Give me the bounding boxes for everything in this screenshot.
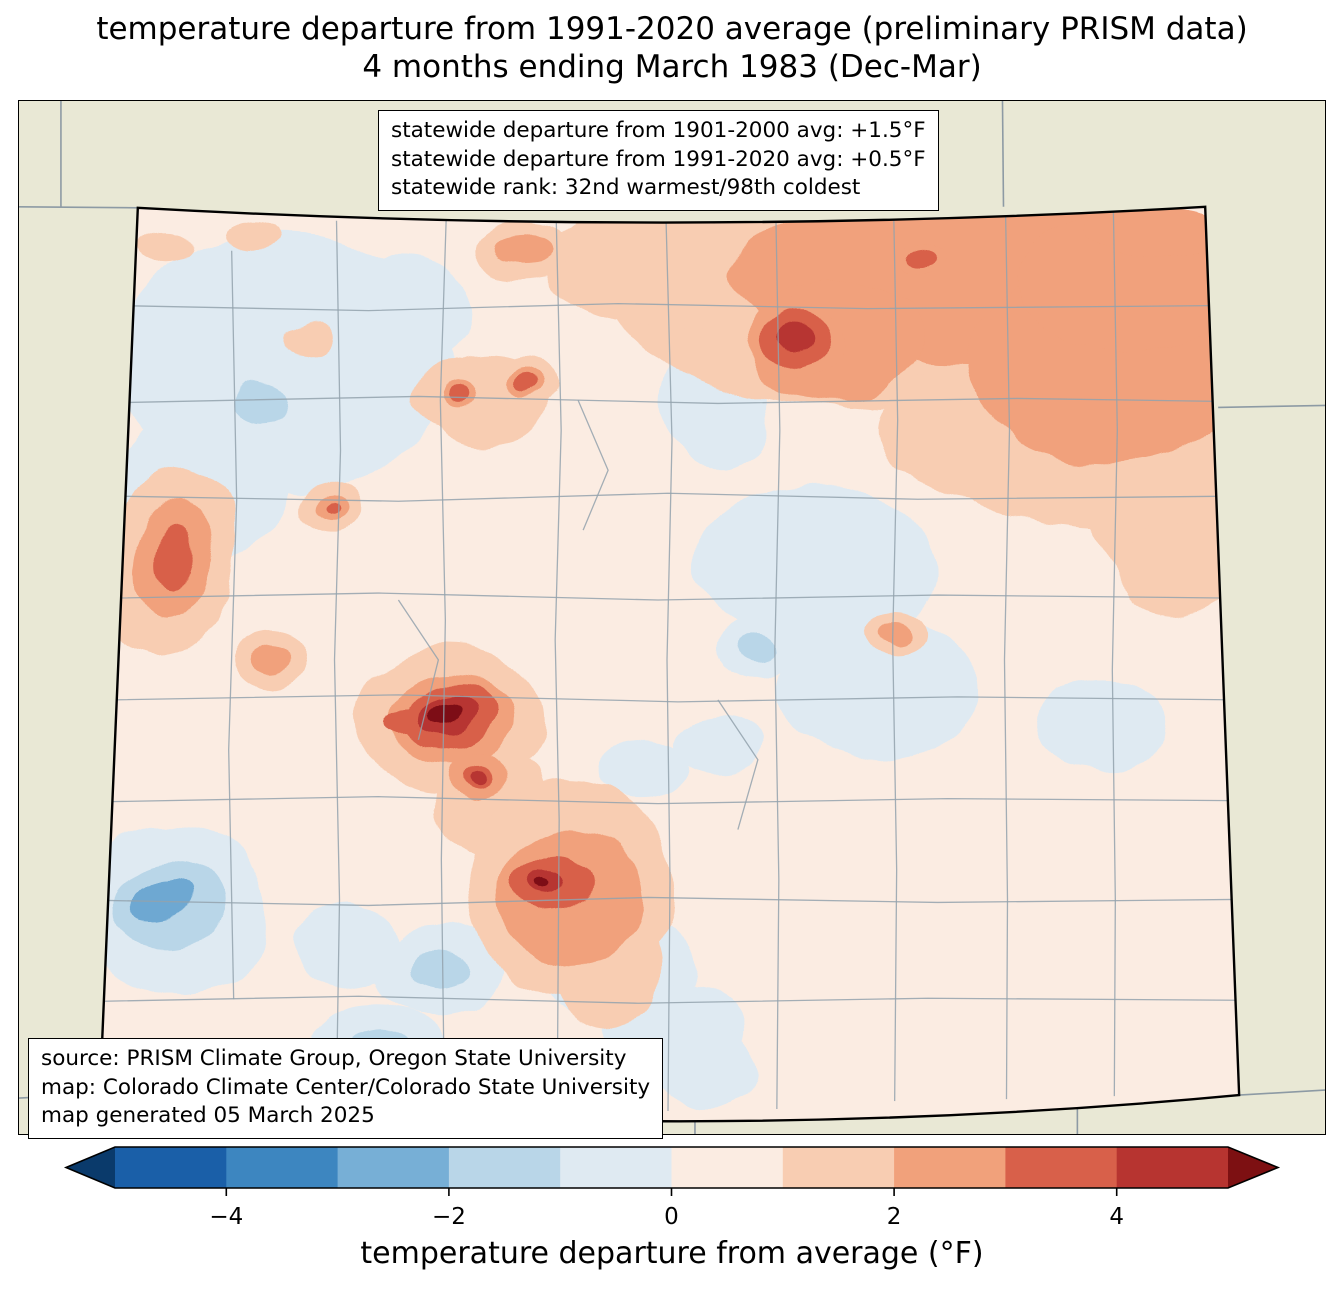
map-axes xyxy=(18,100,1326,1135)
state-interior xyxy=(99,206,1240,1122)
colorbar-tick-label: 4 xyxy=(1109,1204,1124,1230)
colorbar-segment xyxy=(671,1147,784,1188)
colorbar-tick-label: −4 xyxy=(209,1204,243,1230)
colorbar-segment xyxy=(448,1147,561,1188)
colorbar-tick-label: 2 xyxy=(887,1204,902,1230)
anomaly-dark-red-patches xyxy=(417,323,815,894)
colorbar-segment xyxy=(337,1147,450,1188)
source-line-3: map generated 05 March 2025 xyxy=(41,1103,375,1128)
colorbar-segment xyxy=(894,1147,1006,1188)
colorbar-segment xyxy=(226,1147,339,1188)
figure-title: temperature departure from 1991-2020 ave… xyxy=(0,10,1344,86)
colorbar-segment xyxy=(782,1147,895,1188)
colorbar-segment xyxy=(1005,1147,1118,1188)
stats-line-3: statewide rank: 32nd warmest/98th coldes… xyxy=(391,175,861,200)
title-line-1: temperature departure from 1991-2020 ave… xyxy=(96,11,1248,47)
temperature-anomaly-field xyxy=(99,206,1240,1110)
title-line-2: 4 months ending March 1983 (Dec-Mar) xyxy=(362,49,982,85)
stats-line-2: statewide departure from 1991-2020 avg: … xyxy=(391,146,926,172)
colorbar-arrow-left xyxy=(66,1147,115,1188)
colorbar-segment xyxy=(560,1147,672,1188)
source-line-2: map: Colorado Climate Center/Colorado St… xyxy=(41,1074,651,1100)
colorbar-segment xyxy=(1116,1147,1229,1188)
stats-line-1: statewide departure from 1901-2000 avg: … xyxy=(391,118,926,143)
colorbar-segment xyxy=(115,1147,227,1188)
colorbar-tick-label: −2 xyxy=(432,1204,466,1230)
colorbar: −4 −2 0 2 4 xyxy=(0,1140,1344,1240)
colorbar-arrow-right xyxy=(1228,1147,1278,1188)
colorbar-axis-label: temperature departure from average (°F) xyxy=(360,1236,984,1271)
anomaly-pale-blue-patches xyxy=(99,230,1168,1110)
statewide-stats-box: statewide departure from 1901-2000 avg: … xyxy=(378,110,939,211)
colorbar-outline xyxy=(63,1146,1281,1189)
colorbar-tick-label: 0 xyxy=(664,1204,679,1230)
colorado-map xyxy=(19,101,1325,1134)
anomaly-medium-blue-core xyxy=(134,878,190,921)
source-credits-box: source: PRISM Climate Group, Oregon Stat… xyxy=(28,1038,664,1139)
source-line-1: source: PRISM Climate Group, Oregon Stat… xyxy=(41,1046,627,1071)
county-borders xyxy=(103,207,1239,1112)
colorbar-svg: −4 −2 0 2 4 xyxy=(63,1146,1281,1230)
